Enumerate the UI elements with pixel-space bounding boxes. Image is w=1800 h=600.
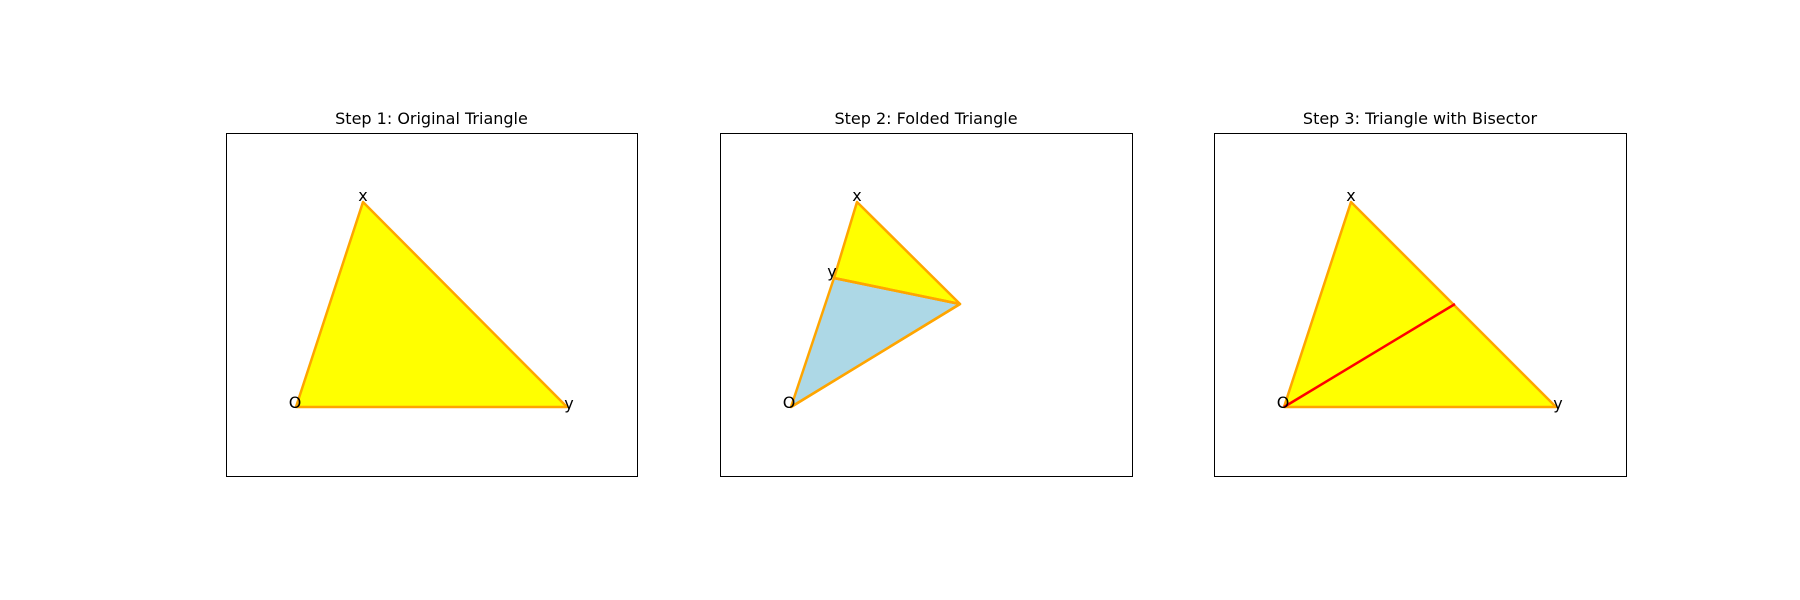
vertex-label-o: O: [289, 393, 302, 412]
vertex-label-y: y: [1553, 394, 1562, 413]
panel-title-step-2: Step 2: Folded Triangle: [834, 109, 1017, 128]
fold-edge: [790, 302, 961, 409]
panel-step-1: Step 1: Original Triangle O x y: [226, 109, 638, 477]
vertex-label-o: O: [783, 393, 796, 412]
panel-title-step-1: Step 1: Original Triangle: [335, 109, 528, 128]
panel-title-step-3: Step 3: Triangle with Bisector: [1303, 109, 1538, 128]
vertex-label-y: y: [564, 394, 573, 413]
panel-step-3: Step 3: Triangle with Bisector O x y: [1214, 109, 1627, 477]
panel-step-2: Step 2: Folded Triangle O x y: [720, 109, 1133, 477]
vertex-label-x: x: [1346, 186, 1355, 205]
angle-bisector: [1283, 302, 1456, 409]
vertex-label-x: x: [852, 186, 861, 205]
vertex-label-x: x: [358, 186, 367, 205]
original-triangle: [294, 200, 569, 409]
fold-line: [833, 276, 961, 306]
vertex-label-o: O: [1277, 393, 1290, 412]
vertex-label-y: y: [827, 262, 836, 281]
